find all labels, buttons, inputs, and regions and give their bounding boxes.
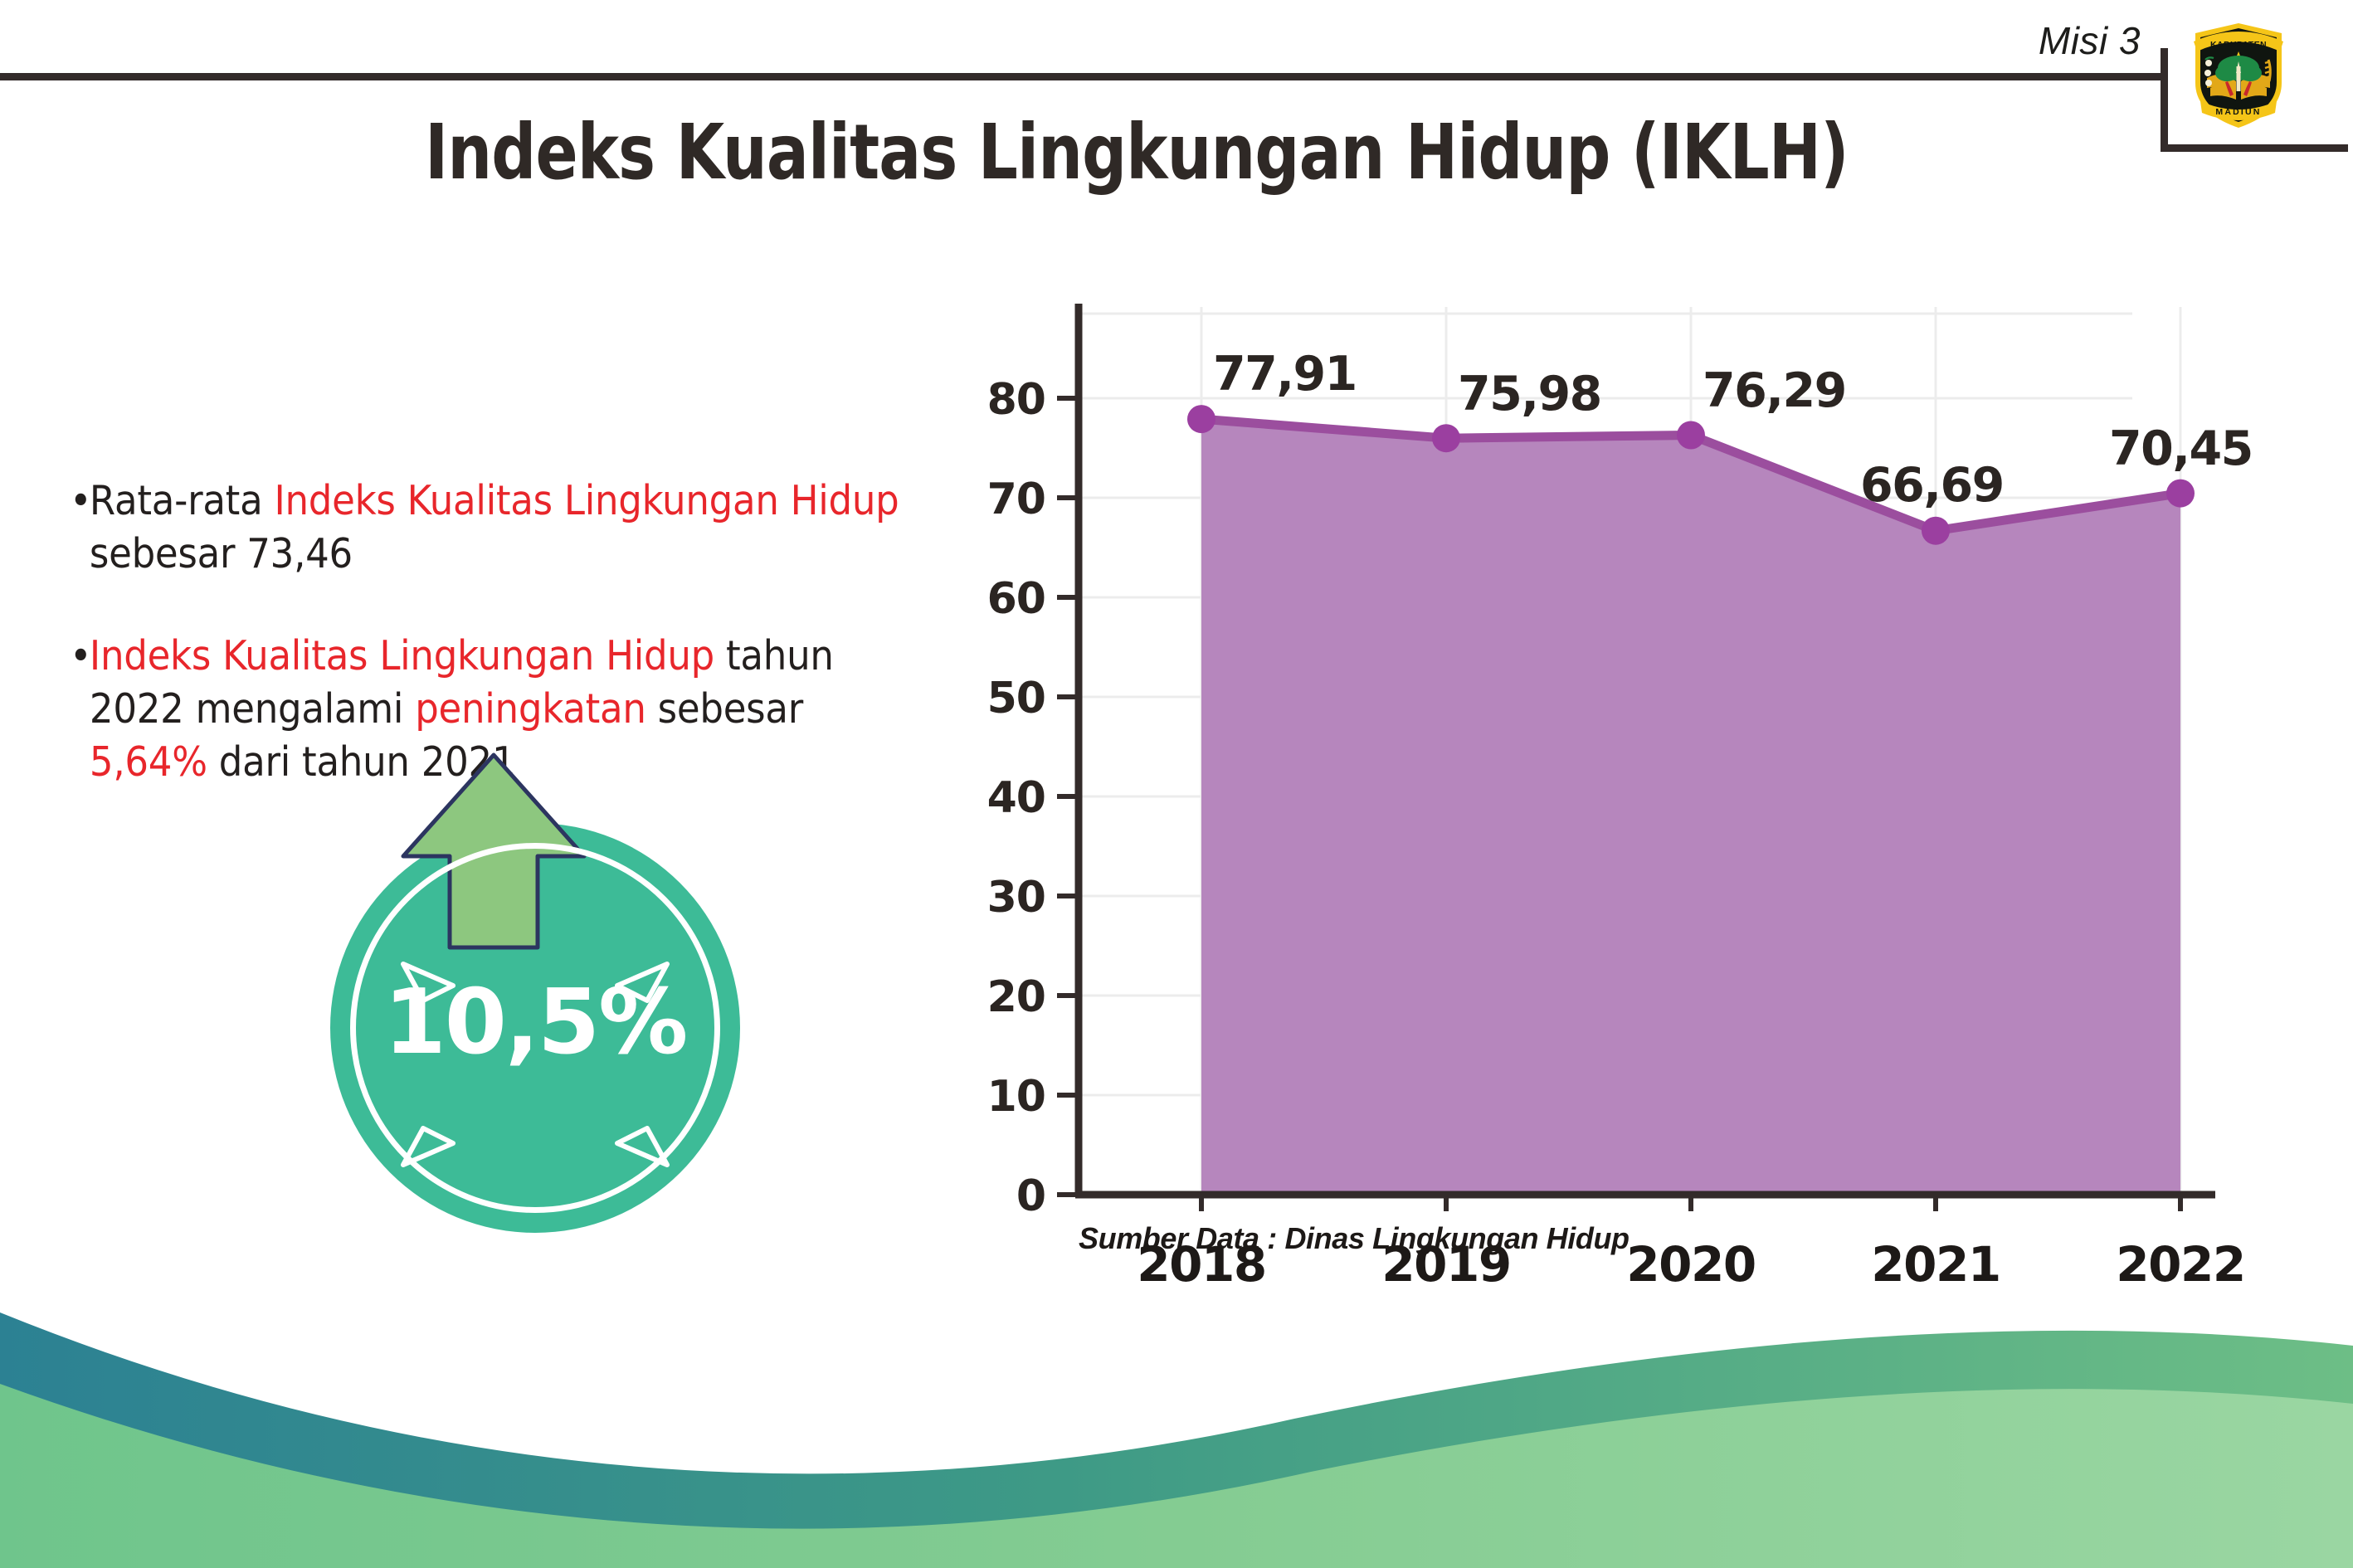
- x-tick-label: 2021: [1871, 1236, 2001, 1293]
- badge-tick-marks: [401, 962, 670, 1167]
- bullet-segment: tahun 2022 mengalami: [89, 632, 834, 733]
- y-tick-label: 20: [987, 972, 1046, 1022]
- chart-canvas: [1057, 304, 2215, 1211]
- bullet-marker-icon: •: [70, 477, 92, 524]
- misi-label: Misi 3: [2038, 19, 2141, 62]
- bullet-segment-highlight: Indeks Kualitas Lingkungan Hidup: [89, 632, 714, 680]
- area-fill: [1201, 419, 2180, 1195]
- y-tick-label: 10: [987, 1072, 1046, 1122]
- data-point-markers: [1187, 405, 2195, 545]
- x-tick-label: 2020: [1626, 1236, 1756, 1293]
- data-point-label: 77,91: [1213, 347, 1357, 402]
- iklh-area-chart: 0 10 20 30 40 50 60 70 80 2018 2019 2020…: [954, 274, 2253, 1293]
- x-axis-ticks: [1199, 1195, 2183, 1211]
- page-title: Indeks Kualitas Lingkungan Hidup (IKLH): [425, 108, 1849, 197]
- kabupaten-madiun-crest-logo: KABUPATEN MADIUN: [2194, 23, 2283, 128]
- increase-badge: 10,5%: [330, 752, 740, 1233]
- svg-text:MADIUN: MADIUN: [2215, 107, 2261, 117]
- y-tick-label: 80: [987, 375, 1046, 425]
- y-tick-label: 50: [987, 674, 1046, 723]
- footer-wave-graphic: [0, 1312, 2353, 1568]
- badge-inner-ring: [350, 843, 720, 1213]
- data-point-label: 70,45: [2109, 421, 2253, 476]
- bullet-text-2: Indeks Kualitas Lingkungan Hidup tahun 2…: [70, 630, 902, 788]
- y-tick-label: 0: [1016, 1171, 1046, 1221]
- page-footer: Media Infografis Data Statistik Sektoral…: [0, 1294, 2353, 1568]
- header-divider-rule: [0, 73, 2167, 80]
- header-bracket-vertical: [2161, 48, 2168, 152]
- chart-source-note: Sumber Data : Dinas Lingkungan Hidup: [1079, 1221, 1630, 1255]
- bullet-segment: dari tahun 2021: [207, 738, 516, 786]
- bullet-segment: sebesar 73,46: [89, 529, 353, 577]
- summary-bullet-list: • Rata-rata Indeks Kualitas Lingkungan H…: [70, 475, 974, 788]
- y-tick-label: 60: [987, 574, 1046, 624]
- bullet-marker-icon: •: [70, 632, 92, 680]
- bullet-segment: Rata-rata: [89, 477, 275, 524]
- x-tick-label: 2019: [1381, 1236, 1512, 1293]
- bullet-text-1: Rata-rata Indeks Kualitas Lingkungan Hid…: [70, 475, 902, 580]
- data-point-label: 75,98: [1458, 367, 1602, 421]
- bullet-segment-highlight: 5,64%: [89, 738, 207, 786]
- bullet-segment-highlight: peningkatan: [415, 685, 646, 733]
- bullet-segment: sebesar: [645, 685, 804, 733]
- y-tick-label: 40: [987, 773, 1046, 823]
- x-tick-label: 2022: [2116, 1236, 2246, 1293]
- badge-value-label: 10,5%: [383, 971, 689, 1074]
- x-tick-label: 2018: [1137, 1236, 1267, 1293]
- svg-text:KABUPATEN: KABUPATEN: [2210, 40, 2267, 50]
- bullet-segment-highlight: Indeks Kualitas Lingkungan Hidup: [274, 477, 899, 524]
- y-tick-label: 30: [987, 873, 1046, 923]
- y-axis-ticks: [1057, 396, 1079, 1197]
- data-point-label: 76,29: [1703, 363, 1847, 418]
- list-item: • Indeks Kualitas Lingkungan Hidup tahun…: [70, 630, 902, 788]
- data-point-label: 66,69: [1860, 458, 2005, 513]
- list-item: • Rata-rata Indeks Kualitas Lingkungan H…: [70, 475, 902, 580]
- header-bracket-foot: [2161, 144, 2348, 152]
- y-tick-label: 70: [987, 475, 1046, 524]
